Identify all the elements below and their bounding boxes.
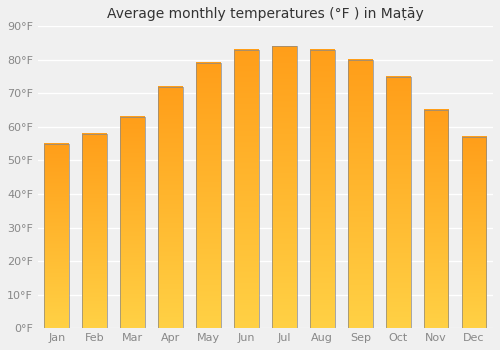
Title: Average monthly temperatures (°F ) in Maṭāy: Average monthly temperatures (°F ) in Ma… [107,7,424,21]
Bar [196,63,221,328]
Bar [120,117,145,328]
Bar [82,134,107,328]
Bar [158,87,183,328]
Bar [44,144,69,328]
Bar [386,77,410,328]
Bar [424,110,448,328]
Bar [272,47,296,328]
Bar [234,50,259,328]
Bar [348,60,372,328]
Bar [462,137,486,328]
Bar [310,50,334,328]
